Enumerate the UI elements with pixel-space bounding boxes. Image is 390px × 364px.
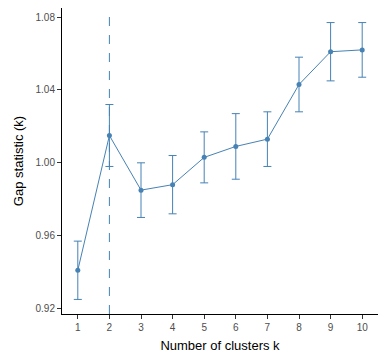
svg-text:6: 6 — [233, 322, 239, 333]
svg-text:Number of clusters k: Number of clusters k — [160, 338, 280, 353]
svg-text:1.08: 1.08 — [36, 12, 56, 23]
svg-text:1.00: 1.00 — [36, 157, 56, 168]
svg-text:1: 1 — [75, 322, 81, 333]
svg-text:8: 8 — [296, 322, 302, 333]
svg-text:Gap statistic (k): Gap statistic (k) — [11, 116, 26, 206]
svg-text:1.04: 1.04 — [36, 84, 56, 95]
svg-text:4: 4 — [170, 322, 176, 333]
svg-text:9: 9 — [328, 322, 334, 333]
svg-text:0.96: 0.96 — [36, 230, 56, 241]
svg-text:0.92: 0.92 — [36, 303, 56, 314]
svg-text:3: 3 — [138, 322, 144, 333]
svg-text:2: 2 — [107, 322, 113, 333]
svg-text:7: 7 — [265, 322, 271, 333]
svg-text:5: 5 — [201, 322, 207, 333]
svg-text:10: 10 — [357, 322, 369, 333]
